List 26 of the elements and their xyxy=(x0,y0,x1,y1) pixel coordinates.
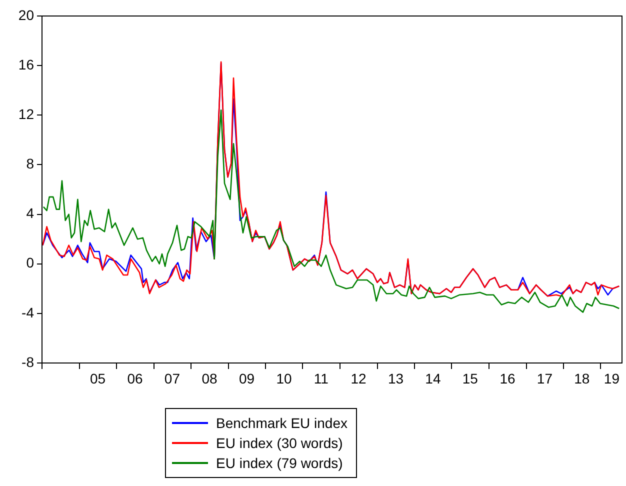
x-tick-label: 15 xyxy=(462,370,478,386)
x-tick-label: 18 xyxy=(574,370,590,386)
x-tick-label: 08 xyxy=(202,370,218,386)
x-tick-label: 11 xyxy=(314,370,329,386)
x-tick-label: 19 xyxy=(604,370,620,386)
y-tick-label: -8 xyxy=(22,354,34,370)
x-tick-label: 06 xyxy=(127,370,143,386)
x-tick-label: 05 xyxy=(90,370,106,386)
x-tick-label: 13 xyxy=(388,370,404,386)
x-tick-label: 14 xyxy=(425,370,441,386)
y-tick-label: -4 xyxy=(22,304,34,320)
y-tick-label: 4 xyxy=(26,205,34,222)
y-tick-label: 12 xyxy=(18,106,34,122)
x-tick-label: 12 xyxy=(350,370,367,386)
x-tick-label: 09 xyxy=(238,370,255,386)
y-tick-label: 0 xyxy=(26,254,34,271)
legend-label: EU index (30 words) xyxy=(216,435,343,451)
x-tick-label: 10 xyxy=(276,370,292,386)
x-tick-label: 17 xyxy=(536,370,553,386)
y-tick-label: 20 xyxy=(18,6,34,23)
legend-label: Benchmark EU index xyxy=(216,415,348,431)
x-tick-label: 07 xyxy=(164,370,180,386)
legend-label: EU index (79 words) xyxy=(216,455,343,471)
y-tick-label: 8 xyxy=(26,156,34,172)
x-tick-label: 16 xyxy=(500,370,516,386)
y-tick-label: 16 xyxy=(18,56,34,72)
